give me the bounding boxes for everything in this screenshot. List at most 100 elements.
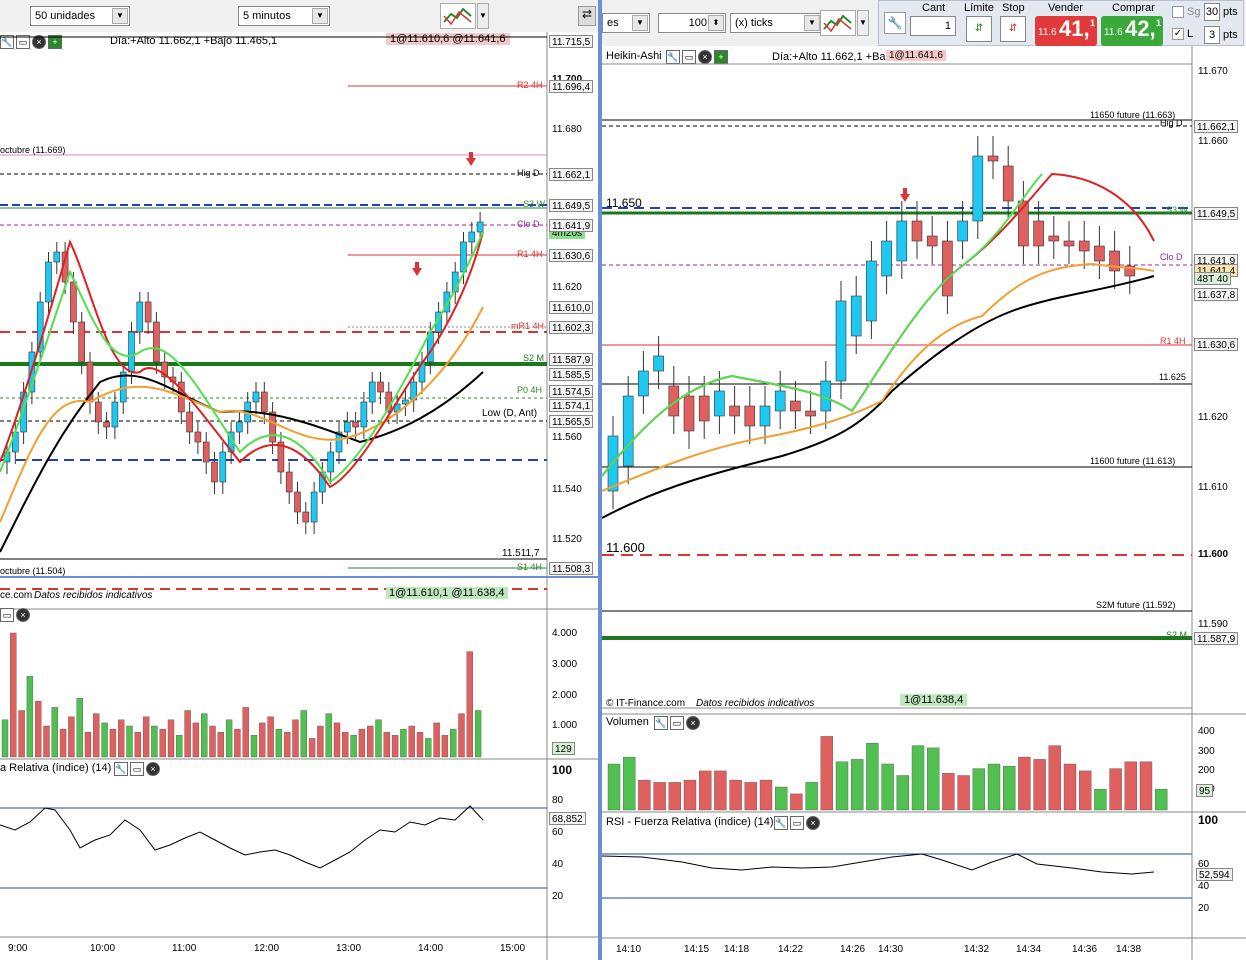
volume-axis-tick: 1.000 [552, 720, 578, 731]
level-price-tag: 11.641,9 [549, 219, 594, 232]
volume-bar [93, 713, 100, 758]
volume-bar [18, 710, 25, 758]
plus-icon[interactable]: + [48, 35, 62, 49]
candle [683, 395, 695, 432]
close-icon[interactable]: × [806, 816, 820, 830]
wrench-icon[interactable]: 🔧 [114, 762, 128, 776]
interval-select[interactable]: 5 minutos ▼ [238, 6, 330, 26]
level-price-tag: 11.587,9 [549, 353, 594, 366]
level-price-tag: 11.585,5 [549, 368, 594, 381]
buy-price-small: 11.6 [1104, 27, 1123, 38]
stop-order-icon[interactable]: ⇵ [1000, 16, 1026, 42]
level-price-tag: 11.587,9 [1194, 632, 1239, 645]
left-rsi-last: 68,852 [549, 812, 586, 825]
l-label: L [1187, 28, 1194, 40]
units-select[interactable]: 50 unidades ▼ [30, 6, 130, 26]
volume-bar [200, 713, 208, 758]
account-select[interactable]: es ▼ [602, 13, 650, 33]
chart-type-button[interactable] [820, 10, 856, 36]
stop-label: Stop [1002, 2, 1025, 14]
sg-checkbox[interactable] [1172, 6, 1184, 18]
right-chart-header-icons: 🔧 ▭ × + [666, 49, 728, 65]
window-icon[interactable]: ▭ [670, 716, 684, 730]
candle [1048, 235, 1060, 242]
wrench-icon[interactable]: 🔧 [0, 35, 14, 49]
level-label: R1 4H [1160, 336, 1186, 346]
left-candles [3, 212, 484, 534]
l-checkbox[interactable]: ✓ [1172, 28, 1184, 40]
candle [443, 291, 451, 313]
countdown-badge: 4m20s [549, 228, 586, 239]
volume-bar [375, 719, 382, 758]
volume-bar [43, 725, 50, 758]
account-value: es [607, 17, 619, 29]
nav-arrow-icon[interactable]: ⇄ [578, 6, 596, 26]
rsi-axis-tick: 80 [552, 795, 564, 806]
close-icon[interactable]: × [16, 608, 30, 622]
volume-bar [76, 697, 83, 758]
volume-bar [391, 735, 399, 758]
volume-bar [1139, 761, 1153, 811]
chart-type-dropdown[interactable]: ▼ [857, 10, 869, 36]
close-icon[interactable]: × [686, 716, 700, 730]
left-volume-header-icons: ▭ × [0, 607, 30, 623]
wrench-icon[interactable]: 🔧 [884, 12, 906, 34]
candle [103, 421, 110, 428]
candle [653, 355, 664, 372]
candle [310, 491, 318, 523]
chart-divider[interactable] [598, 0, 602, 960]
window-icon[interactable]: ▭ [0, 608, 14, 622]
candle [285, 471, 293, 493]
level-label: mR1 4H [511, 321, 545, 331]
chart-type-button[interactable] [440, 3, 476, 29]
volume-bar [275, 728, 283, 758]
limit-order-icon[interactable]: ⇵ [966, 16, 992, 42]
close-icon[interactable]: × [32, 35, 46, 49]
window-icon[interactable]: ▭ [16, 35, 30, 49]
volume-bar [292, 719, 299, 758]
candle [377, 381, 384, 393]
volume-bar [1124, 761, 1137, 811]
candle [942, 240, 953, 297]
volume-bar [234, 728, 241, 758]
cant-input[interactable]: 1 [910, 16, 956, 36]
volume-bar [117, 719, 125, 758]
wrench-icon[interactable]: 🔧 [654, 716, 668, 730]
ticks-select[interactable]: (x) ticks ▼ [730, 13, 822, 33]
wrench-icon[interactable]: 🔧 [774, 816, 788, 830]
candle [622, 395, 634, 467]
right-header-title: Heikin-Ashi [606, 50, 662, 62]
pts2-input[interactable]: 3 [1204, 26, 1220, 44]
volume-bar [653, 782, 666, 811]
candle [957, 220, 968, 242]
window-icon[interactable]: ▭ [130, 762, 144, 776]
pts1-input[interactable]: 30 [1204, 3, 1220, 21]
left-ask: @11.638,4 [451, 587, 505, 599]
rsi-axis-tick: 100 [1198, 813, 1219, 827]
candle [1124, 265, 1136, 277]
level-label: S2 M [1166, 630, 1188, 640]
close-icon[interactable]: × [698, 50, 712, 64]
volume-bar [790, 793, 803, 811]
window-icon[interactable]: ▭ [790, 816, 804, 830]
level-label: Clo D [1160, 252, 1183, 262]
left-toolbar: 50 unidades ▼ 5 minutos ▼ ▼ ⇄ [0, 0, 598, 32]
close-icon[interactable]: × [146, 762, 160, 776]
qty-spinner[interactable]: 100 ⬍ [658, 13, 726, 33]
ticks-tag: 48T 40 [1194, 272, 1231, 285]
volume-bar [1079, 770, 1092, 811]
price-axis-tick: 11.540 [552, 484, 582, 495]
time-label: 14:18 [724, 944, 750, 955]
volume-bar [623, 756, 636, 811]
buy-button[interactable]: 11.6 42, 1 [1101, 16, 1163, 46]
sell-button[interactable]: 11.6 41, 1 [1035, 16, 1097, 46]
right-header-bidask: 1@11.641,6 [886, 50, 946, 61]
volume-bar [217, 731, 225, 758]
candle [260, 391, 268, 413]
chart-type-dropdown[interactable]: ▼ [477, 3, 489, 29]
rsi-axis-tick: 100 [552, 763, 573, 777]
volume-bar [1, 719, 9, 758]
volume-bar [342, 731, 349, 758]
time-label: 14:10 [616, 944, 642, 955]
units-value: 50 unidades [35, 10, 95, 22]
